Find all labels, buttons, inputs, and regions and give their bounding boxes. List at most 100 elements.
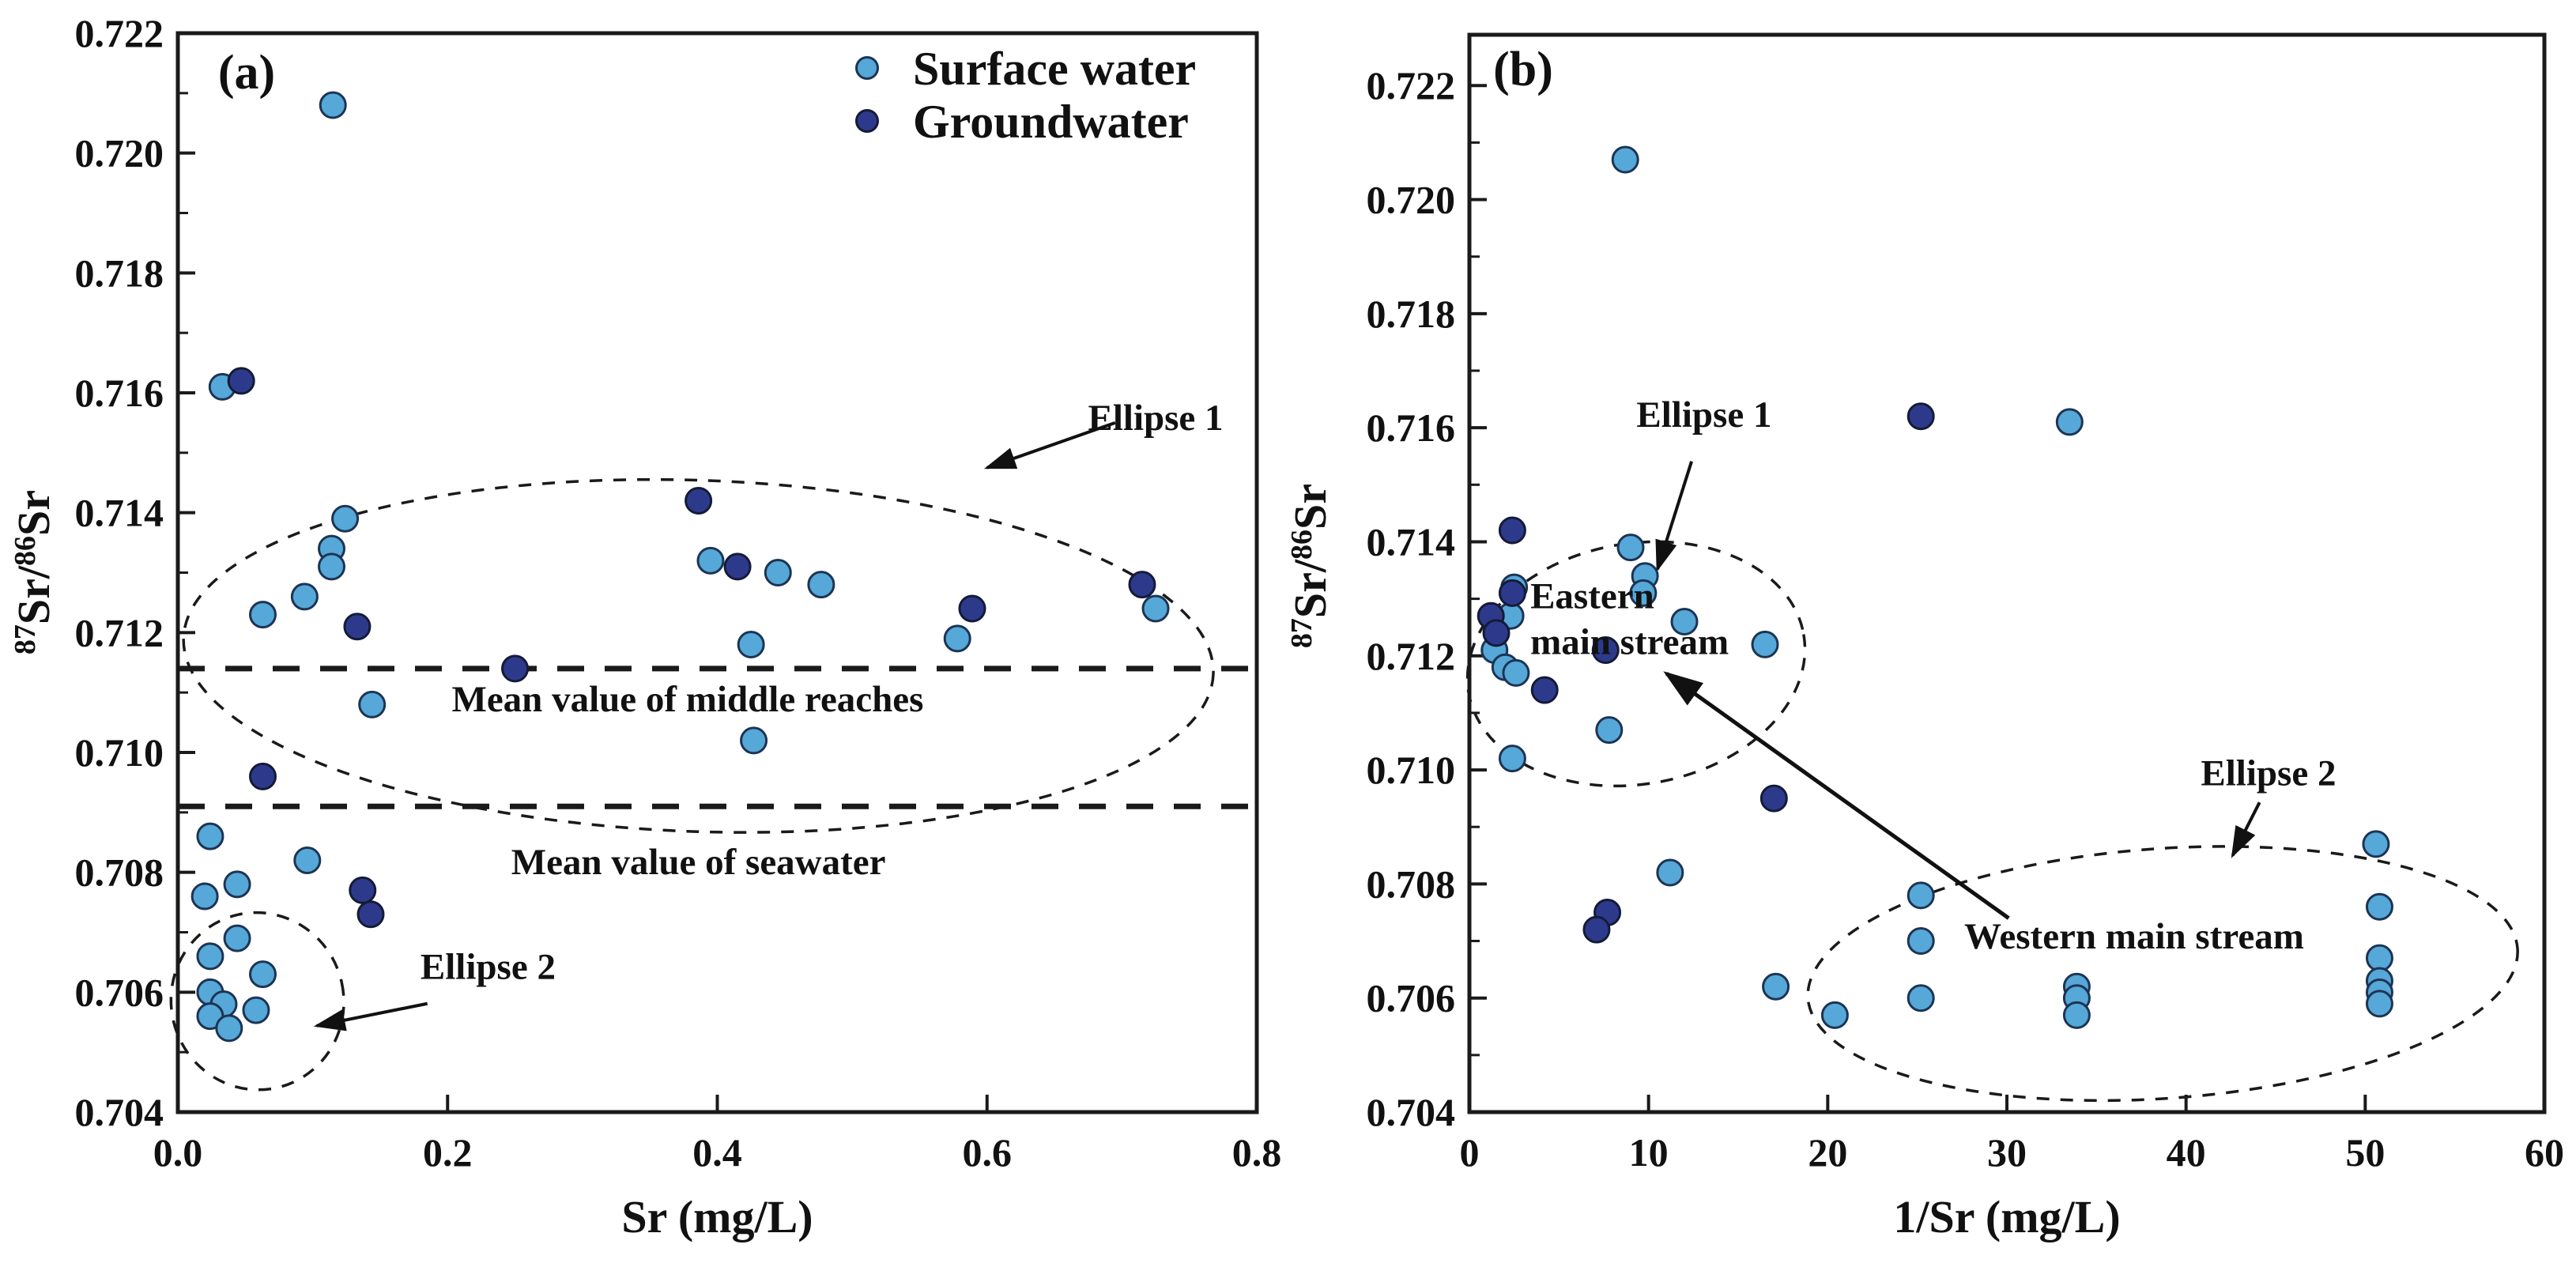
- surface-point: [196, 942, 224, 971]
- dashed-ellipse: [182, 477, 1215, 834]
- surface-point: [358, 690, 387, 718]
- ground-point: [227, 367, 255, 395]
- y-tick-label: 0.710: [75, 730, 164, 775]
- x-tick-label: 0.4: [692, 1130, 742, 1175]
- ground-point: [1759, 784, 1788, 813]
- x-tick-label: 60: [2525, 1130, 2564, 1175]
- y-tick-label: 0.714: [1367, 519, 1456, 564]
- surface-point: [1751, 630, 1779, 658]
- x-tick-label: 20: [1808, 1130, 1847, 1175]
- surface-point: [740, 726, 768, 755]
- surface-point: [737, 631, 765, 658]
- panel-a: 0.704 0.706 0.708 0.710 0.712 0.714 0.716 0.718…: [8, 11, 1281, 1242]
- surface-point: [1595, 716, 1624, 745]
- surface-point: [696, 546, 725, 575]
- y-tick-label: 0.706: [1367, 976, 1456, 1020]
- legend-marker-ground: [855, 109, 879, 133]
- annotation-arrow: [1663, 671, 2010, 920]
- ground-point: [723, 552, 752, 581]
- annotation-label: Eastern: [1530, 575, 1654, 617]
- surface-point: [196, 822, 224, 850]
- legend-label-surface: Surface water: [913, 43, 1196, 95]
- y-tick-label: 0.716: [75, 371, 164, 415]
- surface-point: [807, 571, 835, 599]
- ground-point: [958, 594, 986, 623]
- x-tick-label: 0: [1460, 1130, 1480, 1175]
- surface-point: [242, 996, 270, 1024]
- ground-point: [248, 762, 277, 790]
- surface-point: [290, 583, 319, 611]
- ground-point: [1907, 402, 1935, 431]
- y-tick-label: 0.712: [75, 610, 164, 654]
- y-tick-label: 0.704: [75, 1090, 164, 1134]
- y-tick-label: 0.712: [1367, 634, 1456, 678]
- x-tick-label: 0.2: [423, 1130, 473, 1175]
- annotation-label: Ellipse 1: [1636, 394, 1771, 436]
- y-tick-label: 0.706: [75, 970, 164, 1014]
- legend-marker-surface: [855, 56, 879, 80]
- surface-point: [2055, 408, 2084, 436]
- annotation-arrow: [1655, 461, 1693, 572]
- surface-point: [1656, 858, 1684, 887]
- surface-point: [215, 1014, 243, 1043]
- x-tick-label: 0.6: [963, 1130, 1013, 1175]
- ground-point: [1530, 676, 1559, 704]
- x-axis-title-b: 1/Sr (mg/L): [1893, 1191, 2120, 1242]
- x-tick-label: 40: [2167, 1130, 2206, 1175]
- surface-point: [248, 601, 277, 629]
- surface-point: [2365, 944, 2393, 972]
- dashed-ellipse: [1806, 845, 2519, 1103]
- mean-line-label: Mean value of seawater: [511, 842, 886, 883]
- x-tick-label: 10: [1629, 1130, 1669, 1175]
- annotation-arrow: [983, 421, 1116, 469]
- ground-point: [685, 487, 713, 515]
- mean-line-label: Mean value of middle reaches: [451, 679, 923, 720]
- surface-point: [943, 624, 971, 653]
- annotation-label: Ellipse 1: [1088, 398, 1223, 439]
- annotation-label: main stream: [1530, 622, 1729, 663]
- annotation-arrow: [313, 1001, 428, 1031]
- x-axis-title-a: Sr (mg/L): [621, 1191, 813, 1242]
- surface-point: [223, 924, 251, 952]
- annotation-arrow: [2231, 801, 2261, 858]
- surface-point: [1907, 984, 1935, 1012]
- ground-point: [343, 613, 372, 641]
- ground-point: [501, 654, 530, 683]
- surface-point: [248, 960, 277, 989]
- ground-point: [356, 900, 385, 929]
- y-tick-label: 0.722: [1367, 63, 1456, 107]
- y-tick-label: 0.720: [1367, 178, 1456, 222]
- surface-point: [1670, 607, 1699, 635]
- y-tick-label: 0.710: [1367, 748, 1456, 792]
- ground-point: [349, 876, 377, 904]
- surface-point: [1498, 745, 1526, 773]
- y-tick-label: 0.722: [75, 11, 164, 55]
- surface-point: [1502, 658, 1530, 687]
- surface-point: [1762, 972, 1790, 1001]
- surface-point: [331, 504, 360, 533]
- y-tick-label: 0.704: [1367, 1090, 1456, 1134]
- surface-point: [764, 559, 792, 586]
- surface-point: [1907, 881, 1935, 910]
- legend-label-ground: Groundwater: [913, 96, 1189, 148]
- ground-point: [1582, 915, 1611, 944]
- surface-point: [190, 882, 219, 911]
- surface-point: [1616, 534, 1645, 562]
- ground-point: [1498, 579, 1526, 607]
- y-tick-label: 0.718: [1367, 292, 1456, 336]
- annotation-label: Ellipse 2: [421, 947, 556, 988]
- x-tick-label: 0.8: [1232, 1130, 1282, 1175]
- x-tick-label: 0.0: [153, 1130, 203, 1175]
- ground-point: [1591, 636, 1620, 665]
- y-tick-label: 0.708: [75, 850, 164, 895]
- surface-point: [1907, 927, 1935, 956]
- surface-point: [1611, 145, 1639, 174]
- y-tick-label: 0.716: [1367, 405, 1456, 450]
- surface-point: [2362, 830, 2390, 858]
- surface-point: [2365, 892, 2393, 921]
- panel-b: 0.704 0.706 0.708 0.710 0.712 0.714 0.716 0.718…: [1284, 32, 2564, 1242]
- surface-point: [2365, 990, 2393, 1018]
